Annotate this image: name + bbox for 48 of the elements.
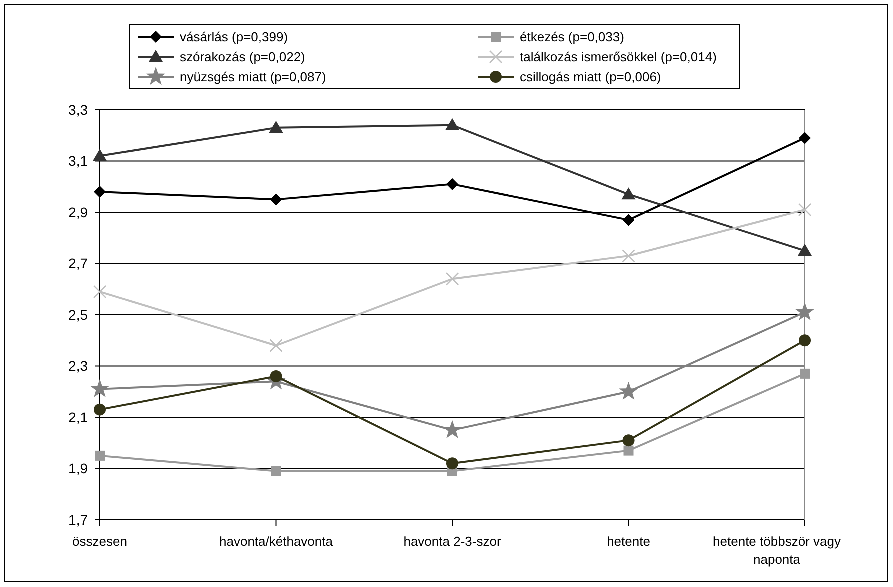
- point: [798, 203, 812, 217]
- point: [622, 434, 635, 447]
- point: [799, 334, 811, 347]
- point: [622, 188, 636, 200]
- y-tick-label: 2,7: [68, 256, 88, 272]
- point: [795, 302, 815, 321]
- point: [446, 178, 458, 190]
- y-tick-label: 2,5: [68, 306, 88, 323]
- point: [90, 379, 110, 398]
- x-tick-label: hetente: [607, 534, 650, 549]
- legend-label: étkezés (p=0,033): [520, 30, 624, 45]
- legend-label: vásárlás (p=0,399): [180, 30, 288, 45]
- y-tick-label: 1,7: [68, 512, 88, 528]
- point: [93, 285, 107, 299]
- point: [619, 382, 638, 400]
- point: [800, 368, 810, 379]
- point: [94, 404, 106, 416]
- legend-label: találkozás ismerősökkel (p=0,014): [520, 50, 717, 65]
- point: [446, 118, 460, 130]
- y-tick-label: 1,9: [68, 460, 88, 477]
- point: [270, 339, 283, 352]
- point: [799, 132, 811, 144]
- point: [270, 194, 282, 206]
- point: [446, 458, 458, 470]
- legend-label: nyüzsgés miatt (p=0,087): [180, 70, 326, 85]
- point: [622, 249, 636, 263]
- y-tick-label: 2,1: [68, 409, 88, 426]
- point: [93, 149, 107, 162]
- point: [442, 420, 462, 438]
- point: [94, 186, 106, 198]
- x-tick-label: havonta 2-3-szor: [404, 534, 502, 549]
- x-tick-label: havonta/kéthavonta: [220, 534, 334, 549]
- point: [271, 466, 282, 476]
- point: [624, 446, 634, 456]
- y-tick-label: 3,3: [68, 102, 88, 118]
- x-tick-label: hetente többször vagy naponta: [713, 534, 842, 567]
- point: [622, 214, 635, 226]
- legend-label: csillogás miatt (p=0,006): [520, 70, 662, 85]
- y-tick-label: 2,3: [68, 358, 88, 374]
- legend-label: szórakozás (p=0,022): [180, 50, 306, 65]
- point: [798, 244, 812, 256]
- point: [446, 272, 460, 286]
- point: [269, 120, 284, 133]
- point: [270, 370, 282, 382]
- y-tick-label: 2,9: [68, 204, 88, 220]
- y-tick-label: 3,1: [68, 153, 88, 170]
- point: [95, 450, 105, 461]
- x-tick-label: összesen: [72, 534, 128, 549]
